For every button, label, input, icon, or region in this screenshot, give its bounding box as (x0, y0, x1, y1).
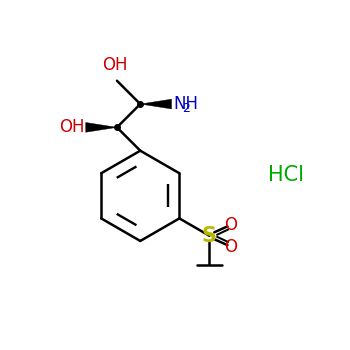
Text: O: O (224, 216, 237, 234)
Polygon shape (140, 99, 171, 109)
Text: OH: OH (103, 56, 128, 75)
Polygon shape (86, 122, 117, 132)
Text: O: O (224, 238, 237, 256)
Text: OH: OH (59, 118, 84, 136)
Text: 2: 2 (182, 102, 190, 115)
Text: NH: NH (173, 95, 198, 113)
Text: S: S (202, 226, 217, 246)
Text: HCl: HCl (268, 165, 304, 185)
